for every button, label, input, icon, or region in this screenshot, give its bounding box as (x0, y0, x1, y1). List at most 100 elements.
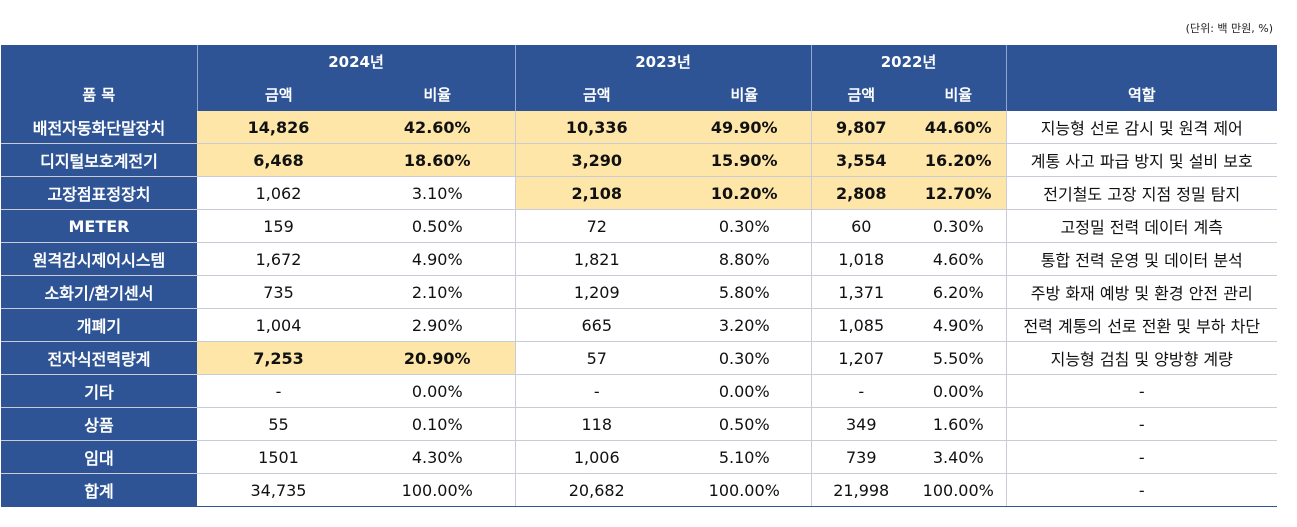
ratio-cell: 0.30% (911, 209, 1006, 243)
role-cell: - (1005, 440, 1277, 474)
table-row: 전자식전력량계 7,253 20.90% 57 0.30% 1,207 5.50% 지능형 검… (1, 341, 1277, 375)
ratio-cell: 16.20% (911, 143, 1006, 177)
amount-cell: 1,018 (810, 242, 911, 276)
amount-cell: 1,821 (514, 242, 678, 276)
table-row: 합계 34,735 100.00% 20,682 100.00% 21,998 100.00… (1, 473, 1277, 507)
ratio-cell: 4.30% (360, 440, 515, 474)
table-row: 고장점표정장치 1,062 3.10% 2,108 10.20% 2,808 12.70% 전… (1, 176, 1277, 210)
amount-cell: 60 (810, 209, 911, 243)
amount-cell: 1,006 (514, 440, 678, 474)
ratio-cell: 0.50% (678, 407, 811, 441)
column-header-row: 품 목 금액 비율 금액 비율 금액 비율 역할 (1, 78, 1277, 111)
item-column-header: 품 목 (1, 78, 197, 111)
amount-cell: 14,826 (197, 111, 360, 144)
ratio-cell: 10.20% (678, 176, 811, 210)
amount-cell: 739 (810, 440, 911, 474)
ratio-cell: 4.90% (360, 242, 515, 276)
ratio-header: 비율 (360, 78, 515, 111)
amount-cell: 2,808 (810, 176, 911, 210)
ratio-cell: 0.00% (360, 374, 515, 408)
header-blank-role (1005, 45, 1277, 78)
amount-cell: 9,807 (810, 111, 911, 144)
amount-cell: 20,682 (514, 473, 678, 507)
ratio-header: 비율 (911, 78, 1006, 111)
item-name: 디지털보호계전기 (1, 143, 197, 177)
ratio-cell: 5.10% (678, 440, 811, 474)
amount-cell: 72 (514, 209, 678, 243)
ratio-cell: 12.70% (911, 176, 1006, 210)
item-name: 원격감시제어시스템 (1, 242, 197, 276)
amount-cell: 1,672 (197, 242, 360, 276)
amount-cell: 1,085 (810, 308, 911, 342)
role-column-header: 역할 (1005, 78, 1277, 111)
item-name: 소화기/환기센서 (1, 275, 197, 309)
role-cell: - (1005, 374, 1277, 408)
ratio-cell: 15.90% (678, 143, 811, 177)
ratio-header: 비율 (678, 78, 811, 111)
ratio-cell: 2.90% (360, 308, 515, 342)
amount-cell: 1501 (197, 440, 360, 474)
amount-cell: 7,253 (197, 341, 360, 375)
amount-cell: - (514, 374, 678, 408)
ratio-cell: 3.10% (360, 176, 515, 210)
year-header-2024: 2024년 (196, 45, 515, 78)
item-name: 상품 (1, 407, 197, 441)
ratio-cell: 100.00% (360, 473, 515, 507)
ratio-cell: 4.60% (911, 242, 1006, 276)
ratio-cell: 5.50% (911, 341, 1006, 375)
amount-cell: 159 (197, 209, 360, 243)
table-row: 임대 1501 4.30% 1,006 5.10% 739 3.40% - (1, 440, 1277, 474)
amount-cell: 55 (197, 407, 360, 441)
amount-cell: 1,207 (810, 341, 911, 375)
ratio-cell: 18.60% (360, 143, 515, 177)
header-blank (1, 45, 197, 78)
ratio-cell: 3.20% (678, 308, 811, 342)
item-name: METER (1, 209, 197, 243)
revenue-table: 2024년 2023년 2022년 품 목 금액 비율 금액 비율 금액 비율 … (1, 45, 1277, 507)
amount-cell: - (197, 374, 360, 408)
amount-cell: 34,735 (197, 473, 360, 507)
amount-cell: 57 (514, 341, 678, 375)
ratio-cell: 44.60% (911, 111, 1006, 144)
amount-cell: 1,371 (810, 275, 911, 309)
table-row: 기타 -0.00% -0.00% -0.00% - (1, 374, 1277, 408)
ratio-cell: 20.90% (360, 341, 515, 375)
table-row: 배전자동화단말장치 14,826 42.60% 10,336 49.90% 9,807 44… (1, 111, 1277, 144)
ratio-cell: 8.80% (678, 242, 811, 276)
ratio-cell: 4.90% (911, 308, 1006, 342)
item-name: 고장점표정장치 (1, 176, 197, 210)
role-cell: 고정밀 전력 데이터 계측 (1005, 209, 1277, 243)
ratio-cell: 1.60% (911, 407, 1006, 441)
amount-cell: 349 (810, 407, 911, 441)
amount-cell: 118 (514, 407, 678, 441)
role-cell: 전기철도 고장 지점 정밀 탐지 (1005, 176, 1277, 210)
ratio-cell: 5.80% (678, 275, 811, 309)
amount-cell: - (810, 374, 911, 408)
role-cell: 통합 전력 운영 및 데이터 분석 (1005, 242, 1277, 276)
amount-cell: 6,468 (197, 143, 360, 177)
unit-note: (단위: 백 만원, %) (1185, 22, 1273, 35)
ratio-cell: 42.60% (360, 111, 515, 144)
amount-cell: 3,290 (514, 143, 678, 177)
ratio-cell: 0.00% (911, 374, 1006, 408)
amount-header: 금액 (514, 78, 678, 111)
amount-cell: 2,108 (514, 176, 678, 210)
ratio-cell: 0.10% (360, 407, 515, 441)
item-name: 전자식전력량계 (1, 341, 197, 375)
amount-cell: 21,998 (810, 473, 911, 507)
amount-cell: 1,004 (197, 308, 360, 342)
ratio-cell: 0.50% (360, 209, 515, 243)
amount-cell: 1,209 (514, 275, 678, 309)
table-row: 개폐기 1,004 2.90% 665 3.20% 1,085 4.90% 전력 계통의 선로… (1, 308, 1277, 342)
role-cell: 계통 사고 파급 방지 및 설비 보호 (1005, 143, 1277, 177)
role-cell: 주방 화재 예방 및 환경 안전 관리 (1005, 275, 1277, 309)
ratio-cell: 3.40% (911, 440, 1006, 474)
ratio-cell: 0.00% (678, 374, 811, 408)
amount-cell: 665 (514, 308, 678, 342)
amount-cell: 3,554 (810, 143, 911, 177)
year-header-2023: 2023년 (514, 45, 811, 78)
role-cell: - (1005, 407, 1277, 441)
ratio-cell: 100.00% (911, 473, 1006, 507)
table-row: 소화기/환기센서 735 2.10% 1,209 5.80% 1,371 6.20% 주방 화… (1, 275, 1277, 309)
item-name: 기타 (1, 374, 197, 408)
